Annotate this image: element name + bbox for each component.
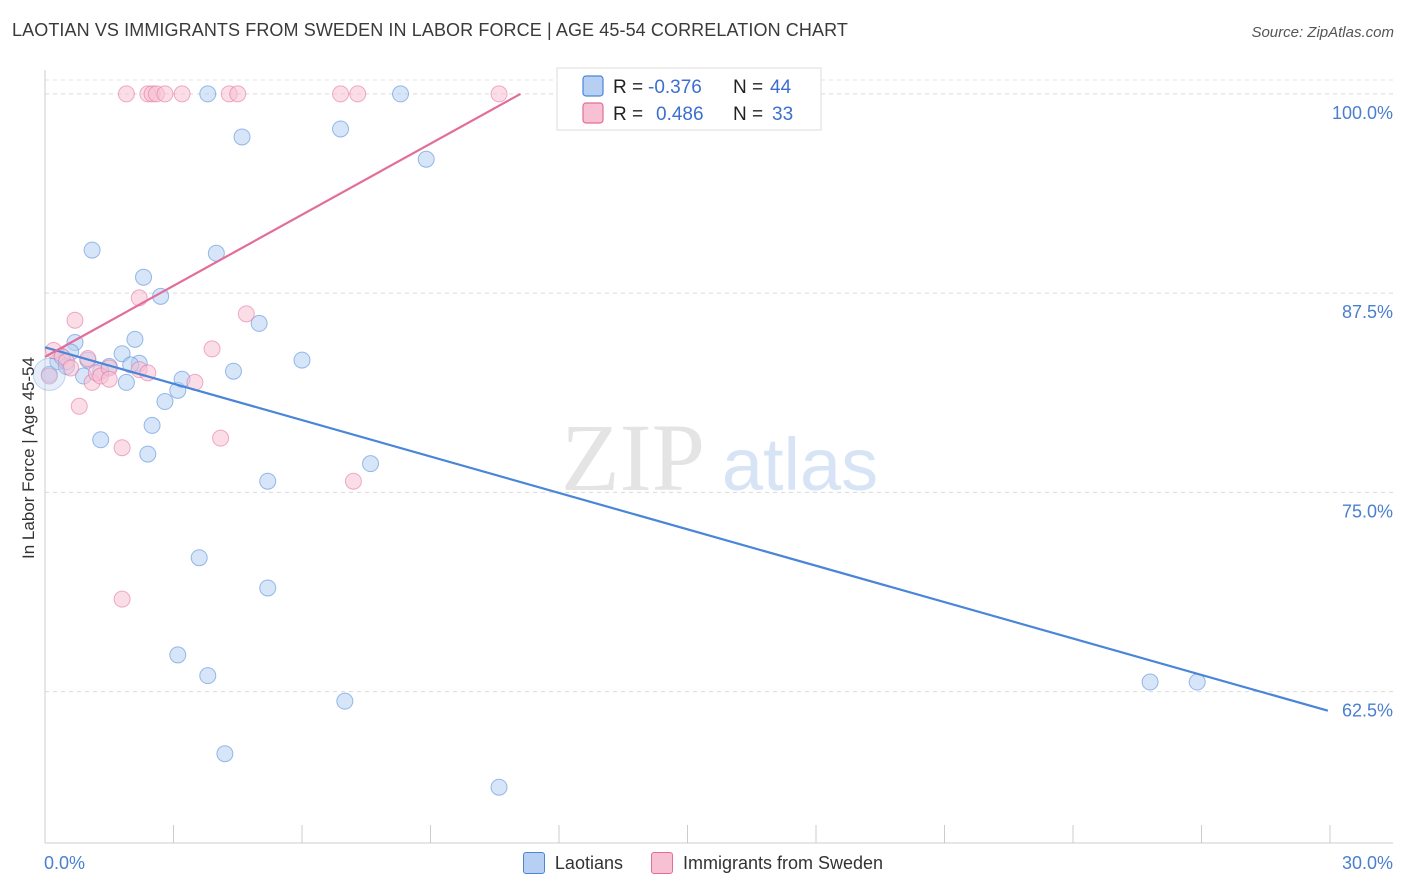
point-laotians-37 (417, 150, 435, 168)
sweden-r-value: 0.486 (656, 104, 704, 125)
trend-line-sweden (44, 92, 521, 358)
point-laotians-30 (259, 472, 277, 490)
point-sweden-29 (237, 305, 255, 323)
point-sweden-25 (203, 340, 221, 358)
legend-swatch-laotians (522, 852, 545, 874)
point-laotians-12 (126, 330, 144, 348)
point-laotians-28 (233, 128, 251, 146)
point-sweden-28 (229, 85, 247, 103)
point-laotians-22 (190, 549, 208, 567)
point-laotians-8 (92, 431, 110, 449)
laotians-n-label: N = (733, 77, 763, 98)
y-tick-label-2: 75.0% (1342, 501, 1393, 521)
point-laotians-11 (117, 373, 135, 391)
y-axis-label: In Labor Force | Age 45-54 (19, 357, 38, 559)
grid (45, 79, 1393, 693)
point-sweden-13 (113, 590, 131, 608)
laotians-r-value: -0.376 (648, 77, 702, 98)
point-laotians-31 (259, 579, 277, 597)
point-laotians-33 (332, 120, 350, 138)
legend-item-sweden: Immigrants from Sweden (650, 852, 884, 874)
point-laotians-24 (199, 667, 217, 685)
point-sweden-5 (66, 311, 84, 329)
point-laotians-29 (250, 314, 268, 332)
point-laotians-16 (143, 416, 161, 434)
legend-swatch-sweden (650, 852, 673, 874)
data-points (32, 85, 1206, 796)
point-sweden-23 (173, 85, 191, 103)
watermark-zip: ZIP (561, 404, 705, 511)
trend-line-laotians (44, 346, 1329, 712)
point-sweden-4 (62, 359, 80, 377)
point-sweden-15 (117, 85, 135, 103)
point-sweden-26 (212, 429, 230, 447)
x-tick-label-0: 0.0% (44, 853, 85, 873)
axes (44, 70, 1393, 844)
legend-item-laotians: Laotians (522, 852, 623, 874)
point-sweden-6 (70, 397, 88, 415)
point-sweden-0 (40, 367, 58, 385)
y-tick-label-1: 87.5% (1342, 302, 1393, 322)
series-legend: Laotians Immigrants from Sweden (0, 852, 1406, 874)
point-sweden-30 (332, 85, 350, 103)
watermark-atlas: atlas (722, 423, 878, 506)
point-laotians-38 (490, 778, 508, 796)
chart-source: Source: ZipAtlas.com (1251, 24, 1394, 41)
point-laotians-cluster (32, 357, 66, 391)
point-sweden-32 (349, 85, 367, 103)
point-laotians-39 (1141, 673, 1159, 691)
point-laotians-32 (293, 351, 311, 369)
sweden-n-label: N = (733, 104, 763, 125)
point-laotians-18 (156, 393, 174, 411)
sweden-r-label: R = (613, 104, 643, 125)
trend-lines (44, 92, 1329, 712)
point-sweden-12 (100, 370, 118, 388)
point-sweden-33 (490, 85, 508, 103)
y-tick-label-0: 100.0% (1332, 103, 1393, 123)
point-laotians-26 (216, 745, 234, 763)
point-laotians-15 (139, 445, 157, 463)
point-laotians-27 (224, 362, 242, 380)
point-laotians-21 (169, 646, 187, 664)
point-laotians-34 (336, 692, 354, 710)
watermark: ZIP atlas (561, 404, 878, 511)
sweden-swatch (582, 102, 604, 124)
point-laotians-35 (362, 455, 380, 473)
point-laotians-7 (83, 241, 101, 259)
point-sweden-22 (156, 85, 174, 103)
legend-label-sweden: Immigrants from Sweden (682, 852, 884, 873)
point-sweden-31 (344, 472, 362, 490)
point-laotians-23 (199, 85, 217, 103)
chart-title: LAOTIAN VS IMMIGRANTS FROM SWEDEN IN LAB… (12, 20, 848, 40)
laotians-swatch (582, 75, 604, 97)
stats-legend: R = -0.376 N = 44 R = 0.486 N = 33 (556, 67, 822, 131)
laotians-n-value: 44 (770, 77, 792, 98)
y-tick-label-3: 62.5% (1342, 701, 1393, 721)
point-laotians-14 (135, 268, 153, 286)
x-tick-label-1: 30.0% (1342, 853, 1393, 873)
tick-labels: 100.0% 87.5% 75.0% 62.5% 0.0% 30.0% (44, 103, 1393, 873)
legend-label-laotians: Laotians (554, 852, 623, 873)
point-laotians-36 (392, 85, 410, 103)
sweden-n-value: 33 (772, 104, 793, 125)
point-sweden-14 (113, 439, 131, 457)
laotians-r-label: R = (613, 77, 643, 98)
